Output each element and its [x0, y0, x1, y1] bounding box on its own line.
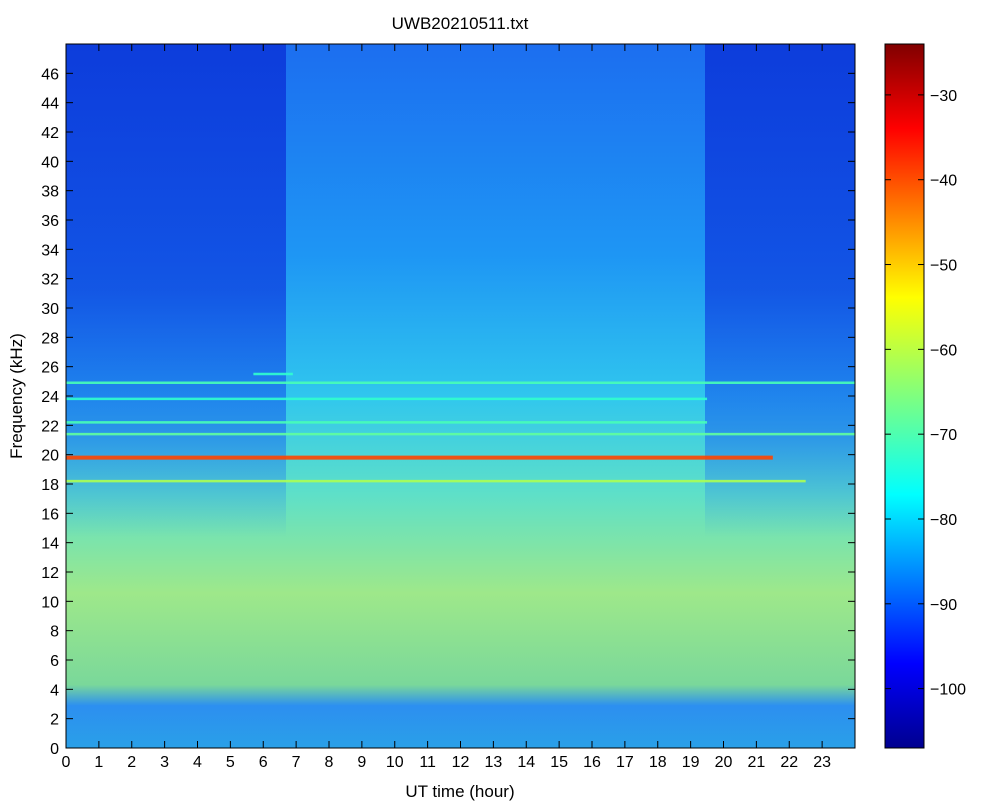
y-tick-label: 28	[41, 330, 59, 347]
colorbar-tick-label: −70	[930, 427, 957, 444]
x-tick-label: 12	[452, 754, 470, 771]
colorbar-tick-label: −30	[930, 88, 957, 105]
x-tick-label: 15	[550, 754, 568, 771]
y-tick-label: 30	[41, 301, 59, 318]
x-tick-label: 1	[94, 754, 103, 771]
y-tick-label: 14	[41, 536, 59, 553]
colorbar-tick-label: −40	[930, 173, 957, 190]
y-tick-label: 18	[41, 477, 59, 494]
y-tick-label: 42	[41, 125, 59, 142]
y-axis-ticks: 0246810121416182022242628303234363840424…	[41, 66, 855, 758]
y-tick-label: 6	[50, 653, 59, 670]
x-tick-label: 22	[780, 754, 798, 771]
chart-title: UWB20210511.txt	[392, 14, 529, 33]
x-tick-label: 9	[357, 754, 366, 771]
x-tick-label: 11	[419, 754, 436, 771]
x-tick-label: 16	[583, 754, 601, 771]
night-region-right	[705, 44, 855, 748]
x-tick-label: 18	[649, 754, 667, 771]
x-tick-label: 13	[484, 754, 502, 771]
y-tick-label: 38	[41, 184, 59, 201]
y-tick-label: 10	[41, 594, 59, 611]
spectral-lines	[66, 372, 855, 483]
y-tick-label: 8	[50, 624, 59, 641]
y-tick-label: 36	[41, 213, 59, 230]
x-tick-label: 21	[747, 754, 765, 771]
x-axis-ticks: 0 1 2 3 4 5 6 7 8 9 10 11 12 13 14 15 16 17 18 19 20 21 22 23	[62, 44, 831, 771]
y-tick-label: 46	[41, 66, 59, 83]
y-tick-label: 16	[41, 506, 59, 523]
x-tick-label: 4	[193, 754, 202, 771]
colorbar-tick-label: −100	[930, 682, 966, 699]
y-tick-label: 32	[41, 272, 59, 289]
y-tick-label: 44	[41, 96, 59, 113]
y-tick-label: 26	[41, 360, 59, 377]
x-axis-title: UT time (hour)	[405, 782, 514, 801]
colorbar-tick-label: −90	[930, 597, 957, 614]
x-tick-label: 0	[62, 754, 71, 771]
spectrogram-image	[66, 44, 855, 748]
y-tick-label: 20	[41, 448, 59, 465]
colorbar-tick-label: −80	[930, 512, 957, 529]
x-tick-label: 20	[715, 754, 733, 771]
y-tick-label: 22	[41, 418, 59, 435]
x-tick-label: 3	[160, 754, 169, 771]
colorbar	[884, 43, 925, 749]
x-tick-label: 2	[127, 754, 136, 771]
x-tick-label: 14	[517, 754, 535, 771]
y-tick-label: 12	[41, 565, 59, 582]
x-tick-label: 23	[813, 754, 831, 771]
y-tick-label: 40	[41, 154, 59, 171]
y-tick-label: 2	[50, 712, 59, 729]
x-tick-label: 8	[325, 754, 334, 771]
x-tick-label: 19	[682, 754, 700, 771]
x-tick-label: 17	[616, 754, 634, 771]
colorbar-tick-label: −60	[930, 342, 957, 359]
x-tick-label: 7	[292, 754, 301, 771]
x-tick-label: 10	[386, 754, 404, 771]
colorbar-tick-label: −50	[930, 258, 957, 275]
y-tick-label: 4	[50, 682, 59, 699]
x-tick-label: 5	[226, 754, 235, 771]
y-tick-label: 0	[50, 741, 59, 758]
x-tick-label: 6	[259, 754, 268, 771]
night-region-left	[66, 44, 286, 748]
y-tick-label: 34	[41, 242, 59, 259]
y-axis-title: Frequency (kHz)	[7, 333, 26, 459]
colorbar-ticks: −30 −40 −50 −60 −70 −80 −90 −100	[885, 88, 966, 699]
y-tick-label: 24	[41, 389, 59, 406]
